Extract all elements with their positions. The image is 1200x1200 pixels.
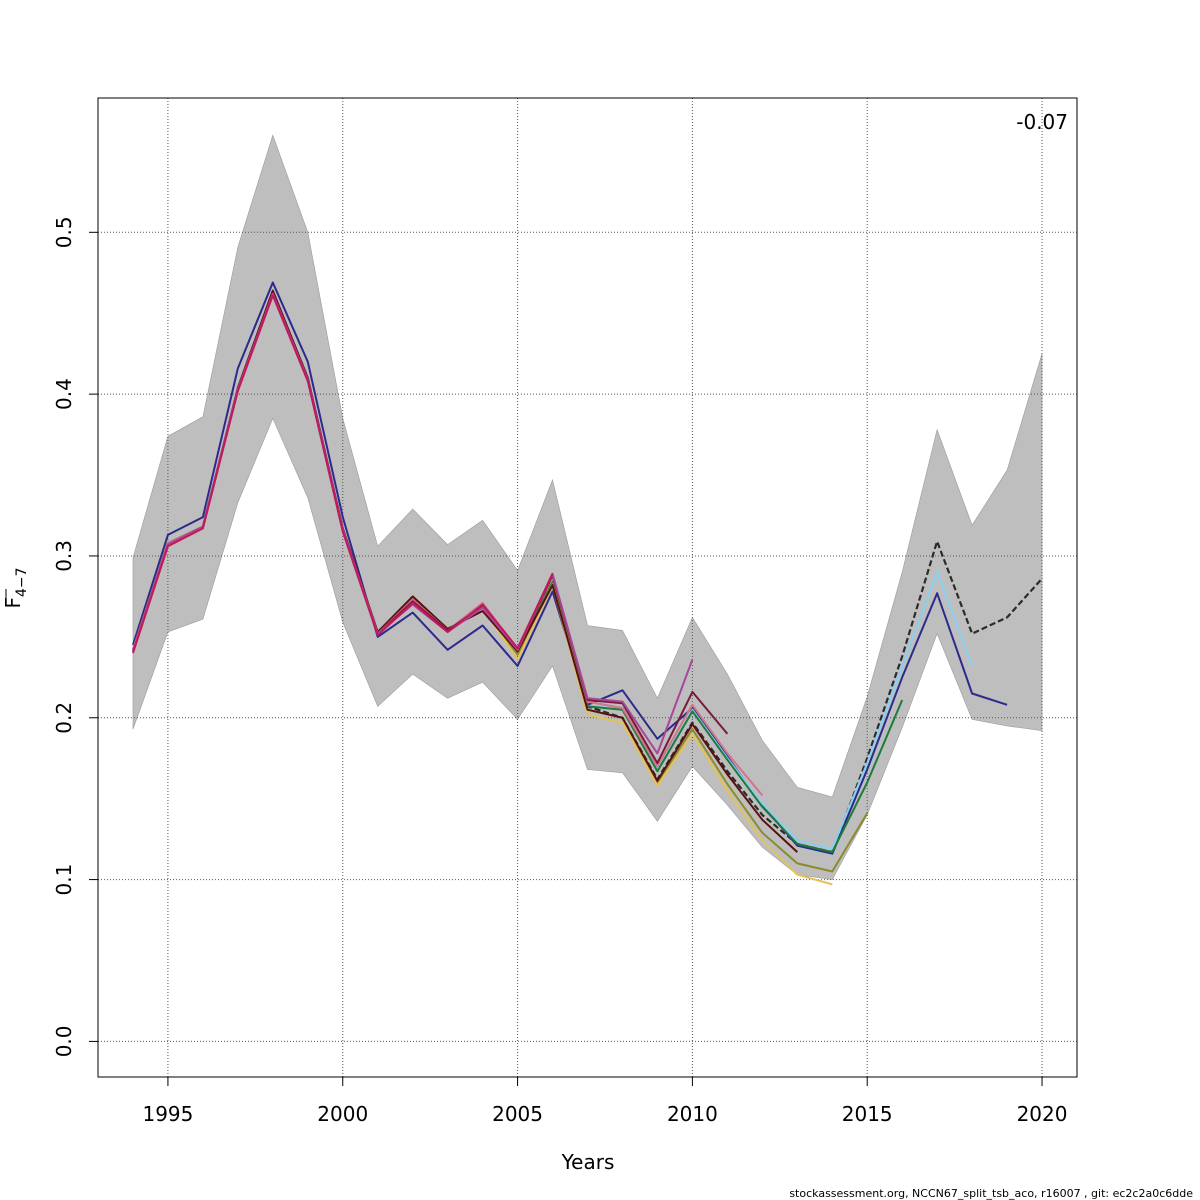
y-axis-title-main: F — [1, 597, 25, 609]
mohn-rho-label: -0.07 — [1016, 110, 1068, 134]
confidence-band-area — [132, 134, 1043, 880]
svg-text:F4−7: F4−7 — [1, 567, 30, 608]
x-tick-label: 2010 — [667, 1102, 718, 1126]
x-tick-label: 2015 — [842, 1102, 893, 1126]
y-tick-label: 0.4 — [52, 378, 76, 410]
plot-frame — [97, 97, 1078, 1078]
grid-lines — [98, 98, 1077, 1077]
y-axis: 0.0 0.1 0.2 0.3 0.4 0.5 — [52, 216, 98, 1057]
y-tick-label: 0.3 — [52, 540, 76, 572]
x-axis: 1995 2000 2005 2010 2015 2020 — [142, 1077, 1067, 1126]
x-tick-label: 2020 — [1017, 1102, 1068, 1126]
y-axis-title: F4−7 — [1, 567, 30, 608]
x-tick-label: 2000 — [317, 1102, 368, 1126]
x-tick-label: 2005 — [492, 1102, 543, 1126]
x-axis-title: Years — [561, 1150, 615, 1174]
y-tick-label: 0.1 — [52, 864, 76, 896]
y-tick-label: 0.0 — [52, 1025, 76, 1057]
y-tick-label: 0.5 — [52, 216, 76, 248]
y-axis-title-sub: 4−7 — [14, 567, 30, 597]
y-tick-label: 0.2 — [52, 702, 76, 734]
series-lines — [131, 281, 1043, 886]
confidence-band — [132, 134, 1043, 880]
series-line-10 — [132, 294, 554, 654]
x-tick-label: 1995 — [142, 1102, 193, 1126]
footer-credit: stockassessment.org, NCCN67_split_tsb_ac… — [789, 1187, 1193, 1200]
